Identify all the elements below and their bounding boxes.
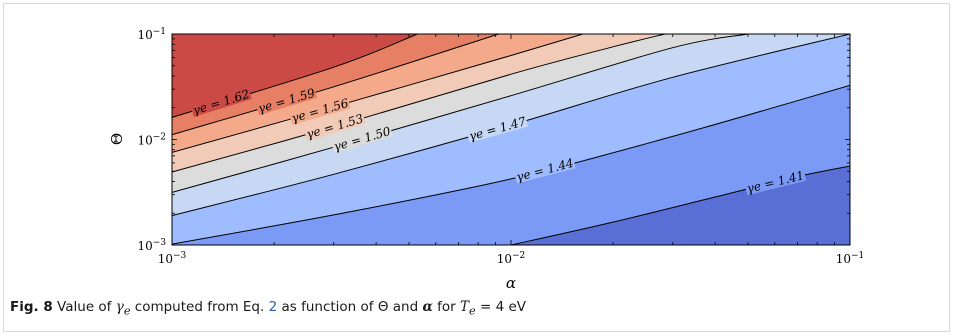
contour-lines [172,34,850,245]
x-axis-label: α [506,274,516,292]
contour-label-background [466,113,529,143]
contour-line-1.5 [172,34,749,193]
contour-label-background [288,95,351,125]
figure-number: Fig. 8 [10,299,53,315]
figure-caption: Fig. 8 Value of γe computed from Eq. 2 a… [10,299,526,318]
axis-ticks: 10−3 10−2 10−1 10−3 10−2 10−1 [137,27,864,266]
theta-symbol: Θ [377,299,389,315]
contour-label-background [190,86,252,117]
tick-label-0.001: 10−3 [158,251,187,266]
caption-text-3: as function of [281,299,374,315]
t-subscript: e [469,304,476,318]
caption-text-5: for [437,299,456,315]
caption-temperature: Te [460,299,476,318]
caption-text-4: and [392,299,419,315]
contour-label-background [513,155,576,184]
contour-label-background [744,168,807,196]
caption-text-2: computed from Eq. [134,299,265,315]
contour-line-1.56 [172,34,584,153]
equation-reference-link[interactable]: 2 [268,299,278,315]
contour-line-1.53 [172,34,666,173]
contour-line-1.59 [172,34,499,136]
alpha-symbol: α [422,299,433,315]
tick-label-0.01: 10−2 [497,251,526,266]
contour-label-background [331,123,393,154]
contour-line-1.41 [510,165,850,245]
contour-line-1.44 [172,84,850,245]
caption-gamma: γe [115,299,131,318]
t-symbol: T [460,299,470,315]
y-axis-label: Θ [108,133,126,145]
temperature-value: = 4 eV [480,299,527,315]
contour-label-background [255,85,318,116]
contour-label-background [303,111,366,141]
caption-text-1: Value of [57,299,112,315]
gamma-subscript: e [123,304,131,318]
tick-label-0.001: 10−3 [137,238,166,253]
tick-label-0.01: 10−2 [137,133,166,148]
tick-label-0.1: 10−1 [836,251,865,266]
gamma-symbol: γ [115,299,124,315]
tick-label-0.1: 10−1 [137,27,166,42]
contour-fills [172,34,850,245]
